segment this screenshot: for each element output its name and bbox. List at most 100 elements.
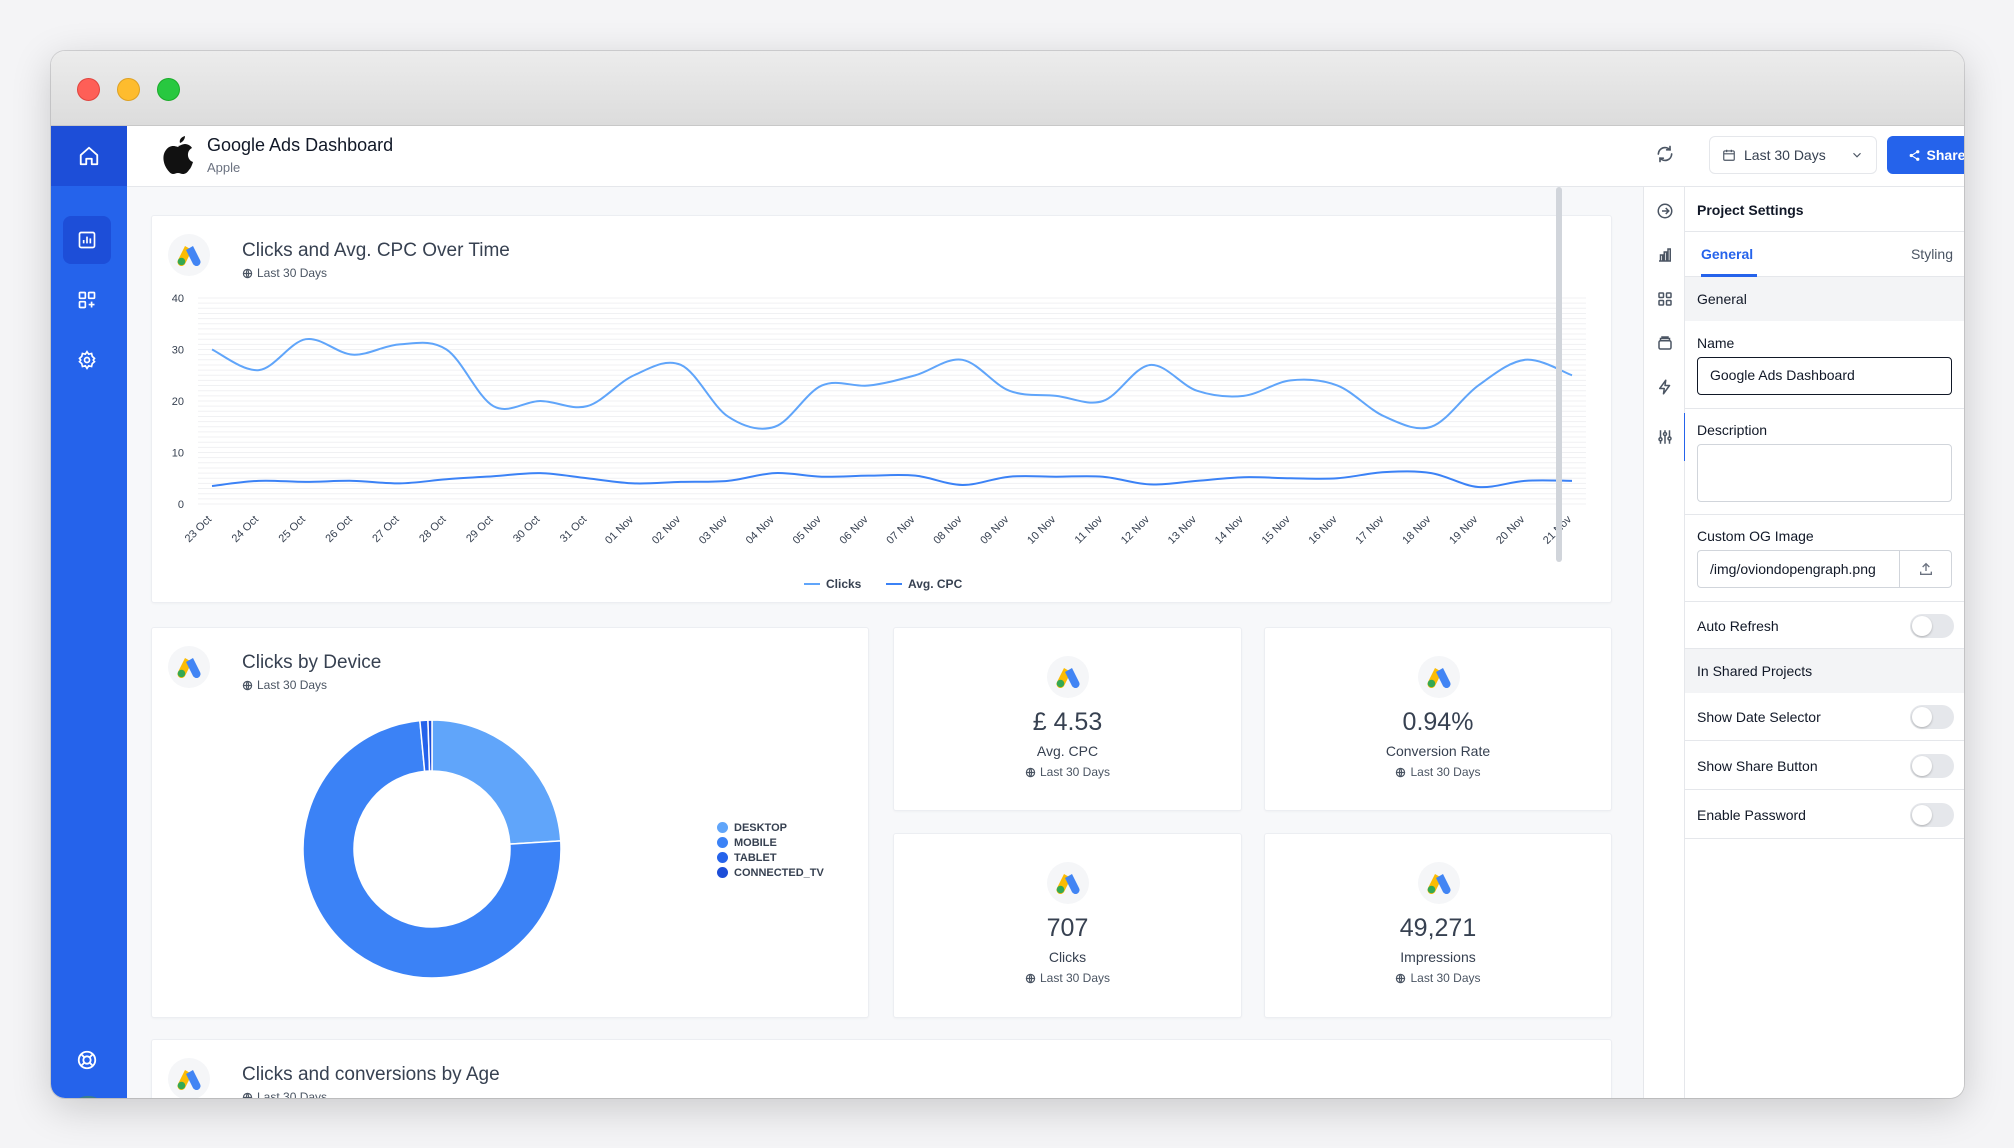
bar-chart-icon[interactable] [1655, 245, 1675, 265]
enable-password-toggle[interactable] [1910, 803, 1954, 827]
age-chart-card: Clicks and conversions by Age Last 30 Da… [151, 1039, 1612, 1098]
tab-indicator [1701, 274, 1757, 277]
legend-dot [717, 867, 728, 878]
x-tick-label: 26 Oct [323, 514, 354, 545]
stat-period: Last 30 Days [1265, 971, 1611, 985]
x-tick-label: 29 Oct [464, 514, 495, 545]
title-bar [51, 51, 1964, 126]
upload-button[interactable] [1899, 551, 1951, 587]
share-button[interactable]: Share [1887, 136, 1964, 174]
google-ads-logo-icon [1047, 656, 1089, 698]
settings-nav-button[interactable] [63, 336, 111, 384]
stat-label: Impressions [1400, 949, 1476, 965]
page-title: Google Ads Dashboard [207, 135, 394, 155]
page-subtitle: Apple [207, 160, 241, 175]
name-label: Name [1697, 335, 1735, 351]
content-scrollbar[interactable] [1556, 187, 1562, 562]
sliders-icon[interactable] [1655, 427, 1675, 447]
stat-period: Last 30 Days [894, 971, 1241, 985]
slice-connected-tv [427, 719, 433, 772]
show-share-button-row: Show Share Button [1685, 742, 1964, 790]
legend-dot [717, 837, 728, 848]
auto-refresh-toggle[interactable] [1910, 614, 1954, 638]
card-period: Last 30 Days [242, 1090, 327, 1098]
clicks-cpc-line-chart: 0 10 20 30 40 23 Oct 24 Oct 25 Oct 26 Oct 27 Oct 2… [172, 293, 1586, 591]
share-icon [1909, 149, 1919, 161]
refresh-icon[interactable] [1655, 144, 1675, 164]
apple-logo-icon [163, 136, 193, 174]
left-navigation [51, 126, 127, 1098]
x-tick-label: 14 Nov [1213, 513, 1246, 546]
x-tick-label: 08 Nov [931, 513, 964, 546]
globe-icon [242, 1092, 253, 1098]
database-icon[interactable] [1655, 333, 1675, 353]
description-textarea[interactable] [1697, 444, 1952, 502]
close-window-button[interactable] [77, 78, 100, 101]
enable-password-row: Enable Password [1685, 791, 1964, 839]
date-range-select[interactable]: Last 30 Days [1709, 136, 1877, 174]
calendar-icon [1723, 149, 1735, 161]
tab-styling[interactable]: Styling [1910, 246, 1953, 262]
section-general: General [1685, 277, 1964, 321]
settings-tabs: General Styling [1685, 231, 1964, 277]
toggle-label: Show Date Selector [1697, 709, 1821, 725]
toggle-label: Enable Password [1697, 807, 1806, 823]
legend-item[interactable]: CONNECTED_TV [717, 865, 824, 880]
series-line-avg-cpc [211, 470, 1573, 489]
google-ads-logo-icon [168, 1058, 210, 1098]
y-tick-label: 0 [178, 499, 184, 511]
x-tick-label: 30 Oct [511, 514, 542, 545]
legend-label: DESKTOP [734, 821, 787, 834]
series-line-clicks [211, 338, 1573, 430]
show-share-button-toggle[interactable] [1910, 754, 1954, 778]
tab-general[interactable]: General [1701, 246, 1754, 262]
x-tick-label: 05 Nov [791, 513, 824, 546]
card-title: Clicks and Avg. CPC Over Time [242, 240, 510, 261]
legend-label: TABLET [734, 851, 777, 864]
grid-icon[interactable] [1655, 289, 1675, 309]
x-tick-label: 17 Nov [1353, 513, 1386, 546]
globe-icon [1396, 973, 1406, 983]
x-tick-label: 18 Nov [1400, 513, 1433, 546]
auto-refresh-label: Auto Refresh [1697, 618, 1779, 634]
stat-label: Avg. CPC [1036, 743, 1099, 759]
device-chart-card: Clicks by Device Last 30 Days DESKTOP MOB… [151, 627, 869, 1018]
legend-item[interactable]: DESKTOP [717, 820, 824, 835]
chevron-down-icon [1853, 152, 1861, 158]
google-ads-logo-icon [168, 234, 210, 276]
widgets-nav-button[interactable] [63, 276, 111, 324]
legend-item[interactable]: TABLET [717, 850, 824, 865]
og-image-input[interactable]: /img/oviondopengraph.png [1697, 550, 1952, 588]
lightning-icon[interactable] [1655, 377, 1675, 397]
y-tick-label: 30 [172, 345, 184, 357]
stat-value: 49,271 [1399, 914, 1477, 942]
x-tick-label: 04 Nov [744, 513, 777, 546]
home-icon [79, 146, 99, 166]
project-settings-panel: Project Settings General Styling General… [1685, 187, 1964, 1098]
x-tick-label: 16 Nov [1307, 513, 1340, 546]
legend-item[interactable]: MOBILE [717, 835, 824, 850]
report-chart-icon [78, 231, 96, 249]
x-tick-label: 19 Nov [1447, 513, 1480, 546]
home-button[interactable] [51, 126, 127, 186]
card-title: Clicks and conversions by Age [242, 1064, 500, 1085]
globe-icon [242, 268, 253, 278]
show-date-selector-toggle[interactable] [1910, 705, 1954, 729]
globe-icon [1025, 767, 1036, 777]
x-tick-label: 07 Nov [884, 513, 917, 546]
help-button[interactable] [63, 1036, 111, 1084]
dashboard-nav-button[interactable] [63, 216, 111, 264]
stat-value: 707 [1046, 914, 1089, 942]
minimize-window-button[interactable] [117, 78, 140, 101]
avatar[interactable] [67, 1096, 109, 1098]
maximize-window-button[interactable] [157, 78, 180, 101]
auto-refresh-row: Auto Refresh [1685, 602, 1964, 649]
x-tick-label: 13 Nov [1166, 513, 1199, 546]
globe-icon [1025, 973, 1036, 983]
arrow-right-circle-icon[interactable] [1655, 201, 1675, 221]
stat-label: Conversion Rate [1385, 743, 1491, 759]
x-tick-label: 27 Oct [370, 514, 401, 545]
x-tick-label: 09 Nov [978, 513, 1011, 546]
name-input[interactable]: Google Ads Dashboard [1697, 357, 1952, 395]
impressions-stat-card: 49,271 Impressions Last 30 Days [1264, 833, 1612, 1018]
